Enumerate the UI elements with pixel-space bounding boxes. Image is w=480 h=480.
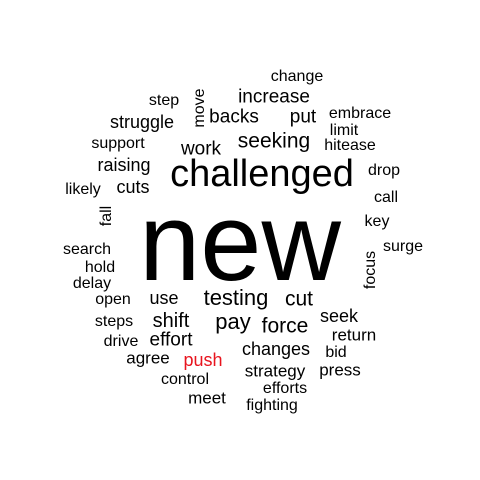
word-focus: focus	[362, 250, 379, 290]
word-work: work	[180, 138, 222, 160]
word-strategy: strategy	[244, 361, 306, 381]
word-cut: cut	[284, 287, 314, 311]
word-change: change	[270, 68, 324, 85]
word-efforts: efforts	[262, 380, 308, 397]
word-effort: effort	[149, 329, 193, 351]
word-agree: agree	[126, 348, 170, 368]
word-surge: surge	[382, 238, 424, 255]
word-hitease: hitease	[324, 137, 376, 154]
word-backs: backs	[209, 106, 259, 128]
word-struggle: struggle	[109, 112, 175, 132]
word-control: control	[160, 371, 210, 388]
word-shift: shift	[152, 310, 190, 332]
word-pay: pay	[215, 309, 251, 334]
word-testing: testing	[203, 285, 269, 310]
word-move: move	[191, 88, 208, 128]
word-use: use	[149, 288, 179, 308]
word-open: open	[95, 291, 131, 308]
word-seeking: seeking	[237, 129, 311, 153]
word-return: return	[331, 325, 377, 345]
word-fall: fall	[98, 205, 115, 227]
word-likely: likely	[65, 181, 101, 198]
word-new: new	[139, 181, 341, 304]
word-steps: steps	[94, 313, 134, 330]
word-call: call	[373, 189, 399, 206]
word-changes: changes	[241, 339, 311, 359]
word-key: key	[364, 213, 390, 230]
word-raising: raising	[97, 155, 151, 175]
word-drive: drive	[103, 333, 139, 350]
word-limit: limit	[329, 122, 359, 139]
word-push: push	[183, 350, 223, 370]
word-seek: seek	[319, 306, 359, 326]
word-increase: increase	[238, 86, 310, 108]
word-meet: meet	[188, 388, 226, 408]
word-embrace: embrace	[328, 105, 392, 122]
word-search: search	[62, 241, 112, 258]
word-challenged: challenged	[170, 153, 354, 195]
word-force: force	[261, 314, 309, 338]
word-delay: delay	[72, 275, 112, 292]
word-step: step	[148, 92, 180, 109]
word-support: support	[91, 135, 145, 152]
word-bid: bid	[325, 344, 347, 361]
word-put: put	[289, 106, 317, 128]
word-hold: hold	[84, 259, 116, 276]
word-cuts: cuts	[116, 177, 150, 197]
word-fighting: fighting	[246, 397, 298, 414]
word-drop: drop	[367, 162, 401, 179]
word-press: press	[319, 360, 361, 380]
